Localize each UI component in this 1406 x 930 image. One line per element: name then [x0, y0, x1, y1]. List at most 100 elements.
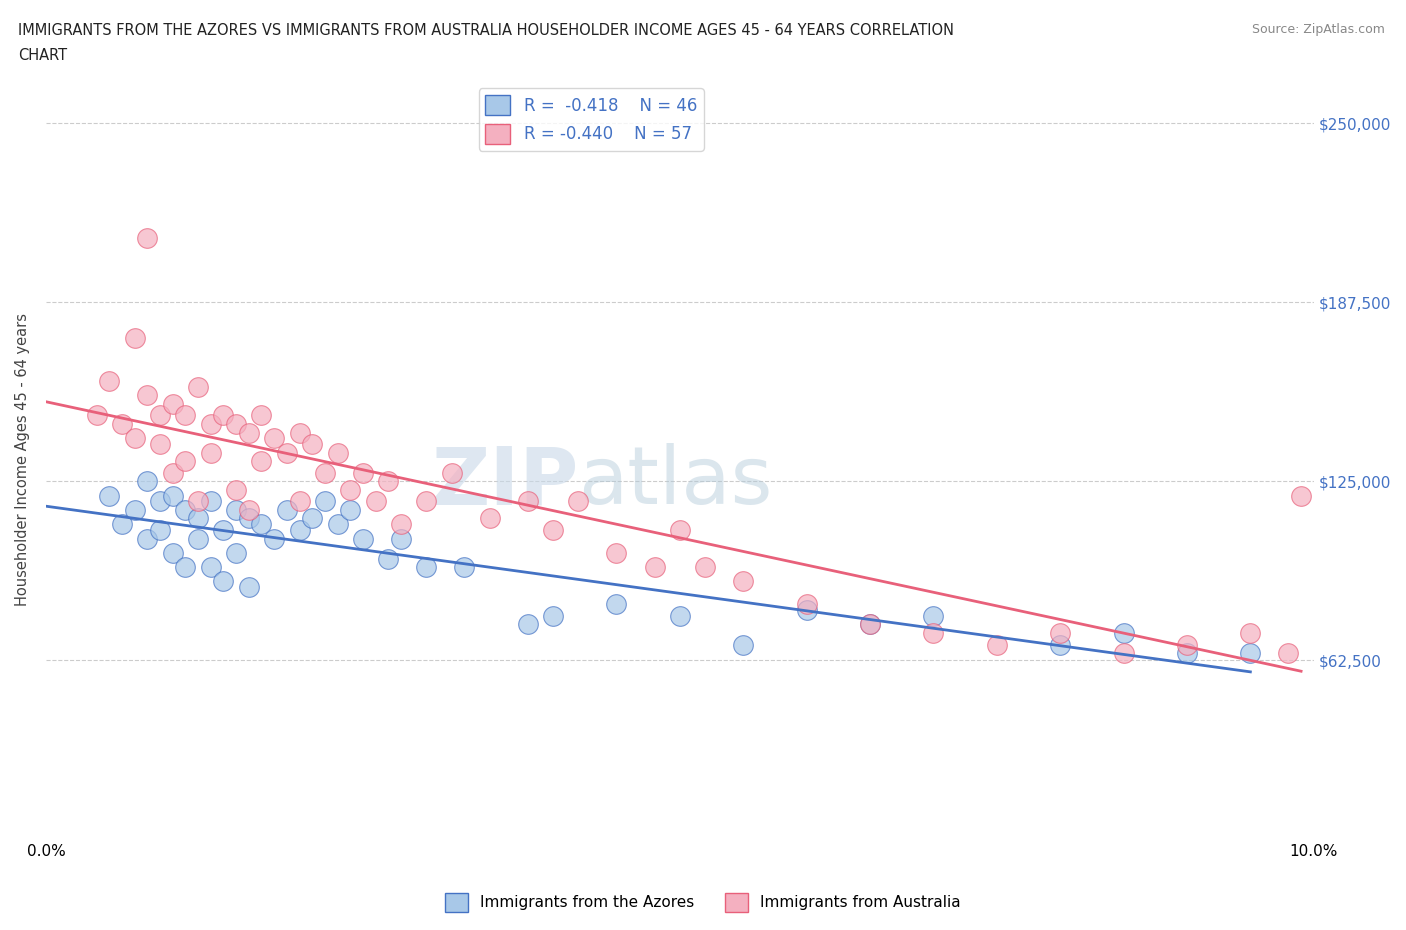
Point: [276, 445, 298, 460]
Point: [238, 511, 260, 525]
Point: [1289, 488, 1312, 503]
Point: [136, 231, 159, 246]
Point: [98, 488, 121, 503]
Point: [644, 560, 666, 575]
Point: [859, 617, 882, 631]
Point: [301, 511, 323, 525]
Point: [124, 502, 146, 517]
Point: [149, 494, 172, 509]
Point: [669, 523, 692, 538]
Text: ZIP: ZIP: [432, 444, 578, 522]
Point: [212, 523, 235, 538]
Point: [541, 523, 564, 538]
Y-axis label: Householder Income Ages 45 - 64 years: Householder Income Ages 45 - 64 years: [15, 313, 30, 606]
Point: [695, 560, 717, 575]
Point: [1049, 626, 1071, 641]
Point: [200, 417, 222, 432]
Point: [250, 408, 273, 423]
Point: [212, 574, 235, 589]
Point: [733, 574, 755, 589]
Point: [149, 436, 172, 451]
Point: [187, 511, 209, 525]
Point: [440, 465, 463, 480]
Point: [263, 431, 285, 445]
Point: [174, 502, 197, 517]
Point: [250, 454, 273, 469]
Point: [225, 502, 247, 517]
Point: [516, 494, 538, 509]
Point: [326, 517, 349, 532]
Point: [136, 531, 159, 546]
Point: [669, 608, 692, 623]
Text: atlas: atlas: [578, 444, 773, 522]
Point: [339, 502, 361, 517]
Point: [453, 560, 475, 575]
Text: IMMIGRANTS FROM THE AZORES VS IMMIGRANTS FROM AUSTRALIA HOUSEHOLDER INCOME AGES : IMMIGRANTS FROM THE AZORES VS IMMIGRANTS…: [18, 23, 955, 38]
Point: [326, 445, 349, 460]
Point: [162, 465, 184, 480]
Point: [352, 531, 374, 546]
Point: [796, 603, 818, 618]
Point: [124, 330, 146, 345]
Point: [124, 431, 146, 445]
Point: [149, 408, 172, 423]
Point: [162, 545, 184, 560]
Legend: Immigrants from the Azores, Immigrants from Australia: Immigrants from the Azores, Immigrants f…: [439, 887, 967, 918]
Point: [364, 494, 387, 509]
Point: [541, 608, 564, 623]
Point: [377, 473, 399, 488]
Point: [212, 408, 235, 423]
Point: [1175, 637, 1198, 652]
Point: [276, 502, 298, 517]
Point: [149, 523, 172, 538]
Point: [263, 531, 285, 546]
Point: [225, 483, 247, 498]
Point: [1239, 626, 1261, 641]
Point: [415, 494, 437, 509]
Point: [187, 379, 209, 394]
Point: [200, 445, 222, 460]
Point: [238, 579, 260, 594]
Point: [136, 388, 159, 403]
Point: [200, 560, 222, 575]
Point: [187, 531, 209, 546]
Point: [415, 560, 437, 575]
Point: [111, 417, 134, 432]
Point: [1277, 645, 1299, 660]
Point: [162, 488, 184, 503]
Point: [288, 523, 311, 538]
Point: [162, 396, 184, 411]
Point: [174, 560, 197, 575]
Point: [86, 408, 108, 423]
Point: [238, 502, 260, 517]
Point: [605, 597, 627, 612]
Point: [986, 637, 1008, 652]
Point: [377, 551, 399, 566]
Point: [111, 517, 134, 532]
Point: [605, 545, 627, 560]
Point: [238, 425, 260, 440]
Point: [352, 465, 374, 480]
Legend: R =  -0.418    N = 46, R = -0.440    N = 57: R = -0.418 N = 46, R = -0.440 N = 57: [478, 88, 703, 151]
Point: [1049, 637, 1071, 652]
Point: [389, 517, 412, 532]
Point: [1112, 645, 1135, 660]
Point: [796, 597, 818, 612]
Point: [389, 531, 412, 546]
Point: [301, 436, 323, 451]
Point: [1175, 645, 1198, 660]
Point: [516, 617, 538, 631]
Point: [288, 494, 311, 509]
Point: [339, 483, 361, 498]
Point: [1239, 645, 1261, 660]
Text: Source: ZipAtlas.com: Source: ZipAtlas.com: [1251, 23, 1385, 36]
Point: [314, 494, 336, 509]
Point: [250, 517, 273, 532]
Point: [733, 637, 755, 652]
Point: [922, 608, 945, 623]
Point: [922, 626, 945, 641]
Point: [225, 417, 247, 432]
Point: [136, 473, 159, 488]
Point: [478, 511, 501, 525]
Point: [225, 545, 247, 560]
